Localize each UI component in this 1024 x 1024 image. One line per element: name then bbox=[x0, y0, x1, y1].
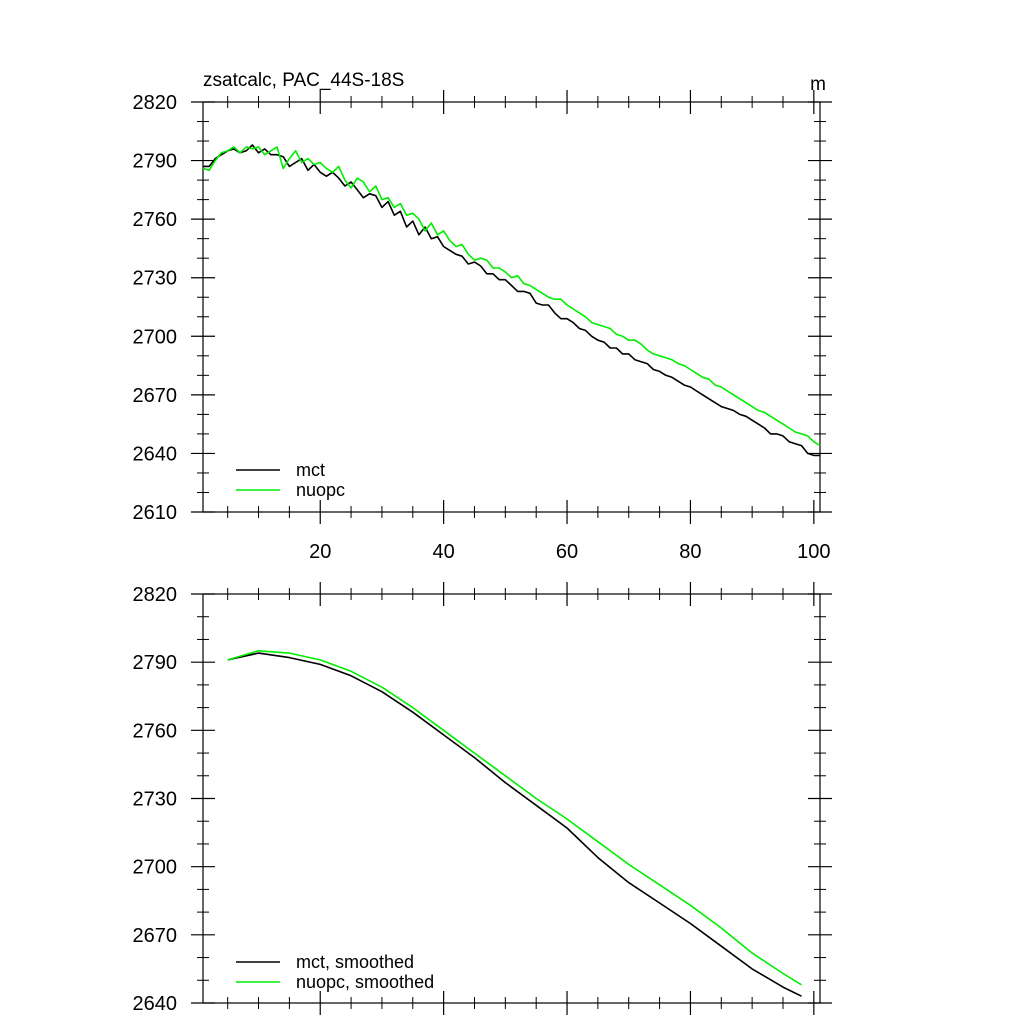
chart-0-xtick-label: 60 bbox=[556, 541, 578, 563]
chart-1-legend-label: mct, smoothed bbox=[296, 952, 414, 972]
chart-1-ytick-label: 2730 bbox=[133, 789, 178, 811]
chart-0-ytick-label: 2760 bbox=[133, 209, 178, 231]
top-panel: 2610 2640 2670 2700 2730 2760 2790 2820 20 40 60 80… bbox=[133, 70, 832, 563]
chart-0-xtick-label: 20 bbox=[309, 541, 331, 563]
chart-1-legend-label: nuopc, smoothed bbox=[296, 972, 434, 992]
chart-0-xtick-label: 100 bbox=[797, 541, 830, 563]
chart-1-plot-frame bbox=[202, 593, 821, 1004]
chart-0-ytick-label: 2730 bbox=[133, 268, 178, 290]
chart-1-ytick-label: 2820 bbox=[133, 584, 178, 606]
chart-1-ytick-label: 2700 bbox=[133, 857, 178, 879]
chart-0-legend-label: mct bbox=[296, 460, 325, 480]
chart-0-xtick-label: 40 bbox=[433, 541, 455, 563]
chart-0-series-line-nuopc bbox=[202, 146, 821, 447]
chart-0-ytick-label: 2610 bbox=[133, 502, 178, 524]
chart-0-units-label: m bbox=[810, 74, 826, 95]
chart-0-series-line-mct bbox=[203, 144, 820, 457]
chart-0-ytick-label: 2670 bbox=[133, 385, 178, 407]
chart-1-ytick-label: 2670 bbox=[133, 925, 178, 947]
chart-0-title: zsatcalc, PAC_44S-18S bbox=[203, 70, 404, 91]
chart-0-ytick-label: 2640 bbox=[133, 443, 178, 465]
chart-1-series-line-nuopc bbox=[227, 649, 802, 986]
chart-0-xtick-label: 80 bbox=[679, 541, 701, 563]
chart-1-ytick-label: 2760 bbox=[133, 720, 178, 742]
chart-1-ytick-label: 2640 bbox=[133, 993, 178, 1015]
chart-0-ytick-label: 2700 bbox=[133, 326, 178, 348]
chart-1-ytick-label: 2790 bbox=[133, 652, 178, 674]
bottom-panel: 2640 2670 2700 2730 2760 2790 2820 mct, smoothe… bbox=[133, 582, 832, 1015]
chart-0-legend-label: nuopc bbox=[296, 480, 345, 500]
chart-0-plot-frame bbox=[202, 101, 821, 513]
chart-0-ytick-label: 2820 bbox=[133, 92, 178, 114]
chart-0-ytick-label: 2790 bbox=[133, 151, 178, 173]
chart-1-series-line-mct bbox=[227, 652, 802, 997]
